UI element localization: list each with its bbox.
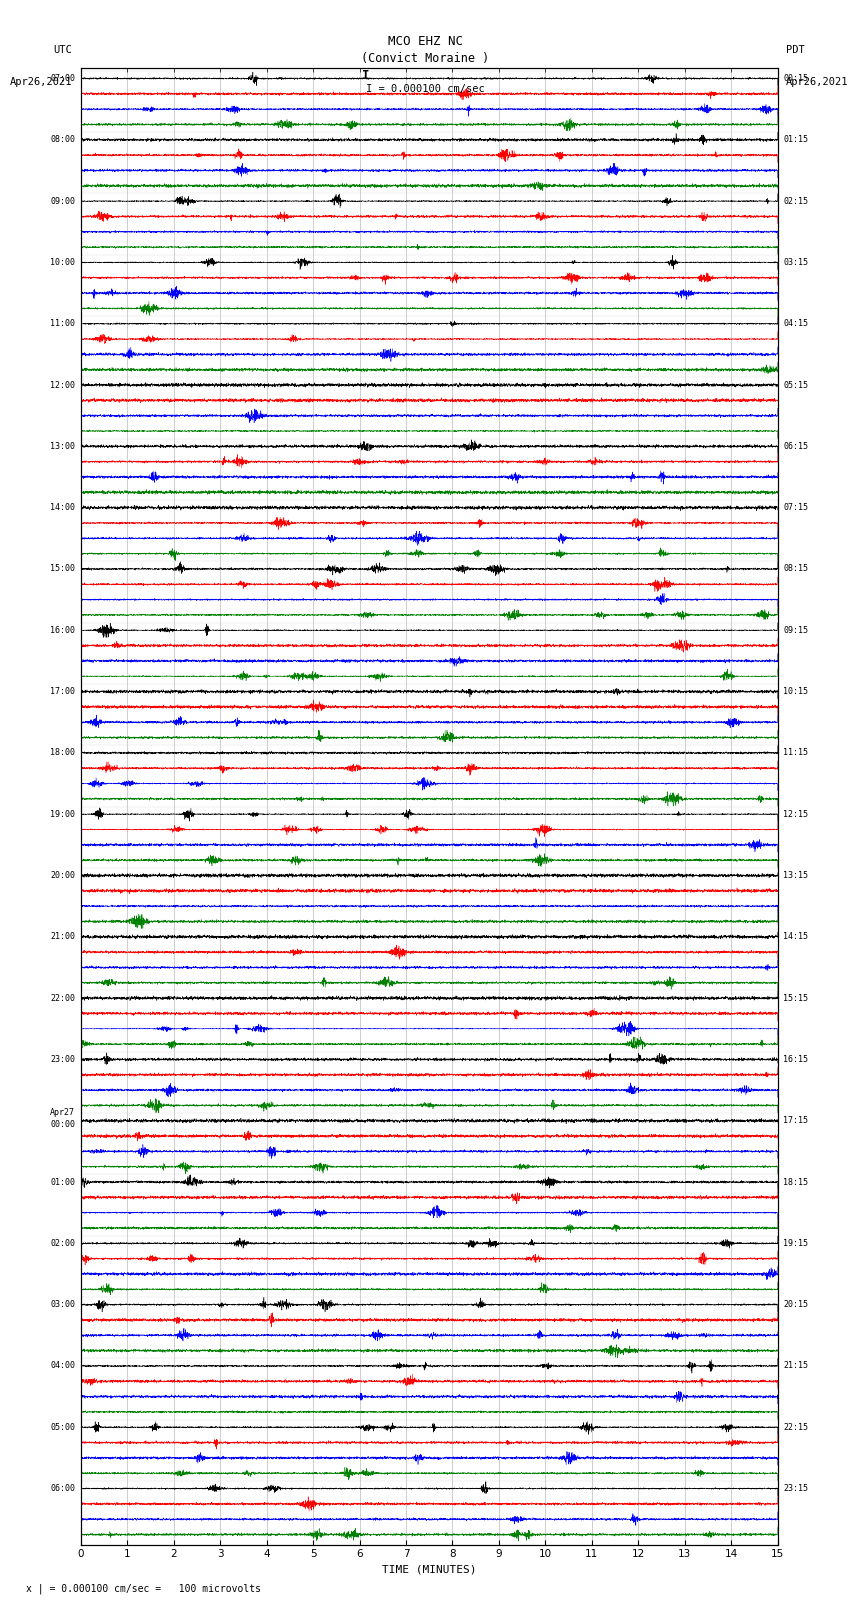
Text: 23:00: 23:00 bbox=[50, 1055, 75, 1065]
Text: UTC: UTC bbox=[54, 45, 72, 55]
Text: 07:00: 07:00 bbox=[50, 74, 75, 82]
Text: 11:00: 11:00 bbox=[50, 319, 75, 327]
Text: 23:15: 23:15 bbox=[784, 1484, 808, 1494]
Text: 01:15: 01:15 bbox=[784, 135, 808, 144]
Text: 14:15: 14:15 bbox=[784, 932, 808, 942]
Text: 03:00: 03:00 bbox=[50, 1300, 75, 1310]
Text: 15:00: 15:00 bbox=[50, 565, 75, 574]
Text: 11:15: 11:15 bbox=[784, 748, 808, 758]
Text: 06:15: 06:15 bbox=[784, 442, 808, 450]
Text: 19:15: 19:15 bbox=[784, 1239, 808, 1248]
Text: 18:15: 18:15 bbox=[784, 1177, 808, 1187]
Text: 17:00: 17:00 bbox=[50, 687, 75, 697]
Text: 05:15: 05:15 bbox=[784, 381, 808, 389]
Text: 21:15: 21:15 bbox=[784, 1361, 808, 1371]
Text: Apr26,2021: Apr26,2021 bbox=[9, 77, 72, 87]
Text: 16:00: 16:00 bbox=[50, 626, 75, 636]
Text: Apr26,2021: Apr26,2021 bbox=[786, 77, 849, 87]
Text: 10:15: 10:15 bbox=[784, 687, 808, 697]
Text: I = 0.000100 cm/sec: I = 0.000100 cm/sec bbox=[366, 84, 484, 94]
Text: 00:00: 00:00 bbox=[50, 1121, 75, 1129]
Text: 09:00: 09:00 bbox=[50, 197, 75, 205]
Text: 09:15: 09:15 bbox=[784, 626, 808, 636]
Text: 20:00: 20:00 bbox=[50, 871, 75, 881]
Text: 08:15: 08:15 bbox=[784, 565, 808, 574]
Text: 13:00: 13:00 bbox=[50, 442, 75, 450]
Text: 01:00: 01:00 bbox=[50, 1177, 75, 1187]
Text: PDT: PDT bbox=[786, 45, 805, 55]
Text: 19:00: 19:00 bbox=[50, 810, 75, 819]
Text: 04:15: 04:15 bbox=[784, 319, 808, 327]
Text: 17:15: 17:15 bbox=[784, 1116, 808, 1126]
Text: 16:15: 16:15 bbox=[784, 1055, 808, 1065]
Text: I: I bbox=[362, 69, 370, 82]
Text: 15:15: 15:15 bbox=[784, 994, 808, 1003]
Text: 05:00: 05:00 bbox=[50, 1423, 75, 1432]
Text: 00:15: 00:15 bbox=[784, 74, 808, 82]
Text: 22:15: 22:15 bbox=[784, 1423, 808, 1432]
Text: MCO EHZ NC: MCO EHZ NC bbox=[388, 35, 462, 48]
Text: 03:15: 03:15 bbox=[784, 258, 808, 266]
Text: 20:15: 20:15 bbox=[784, 1300, 808, 1310]
Text: 12:00: 12:00 bbox=[50, 381, 75, 389]
Text: x | = 0.000100 cm/sec =   100 microvolts: x | = 0.000100 cm/sec = 100 microvolts bbox=[26, 1582, 260, 1594]
Text: 21:00: 21:00 bbox=[50, 932, 75, 942]
Text: 06:00: 06:00 bbox=[50, 1484, 75, 1494]
Text: 02:15: 02:15 bbox=[784, 197, 808, 205]
Text: 12:15: 12:15 bbox=[784, 810, 808, 819]
Text: (Convict Moraine ): (Convict Moraine ) bbox=[361, 52, 489, 65]
Text: 07:15: 07:15 bbox=[784, 503, 808, 511]
Text: 02:00: 02:00 bbox=[50, 1239, 75, 1248]
Text: 08:00: 08:00 bbox=[50, 135, 75, 144]
Text: Apr27: Apr27 bbox=[50, 1108, 75, 1116]
Text: 13:15: 13:15 bbox=[784, 871, 808, 881]
Text: 14:00: 14:00 bbox=[50, 503, 75, 511]
Text: 18:00: 18:00 bbox=[50, 748, 75, 758]
Text: 22:00: 22:00 bbox=[50, 994, 75, 1003]
Text: 10:00: 10:00 bbox=[50, 258, 75, 266]
X-axis label: TIME (MINUTES): TIME (MINUTES) bbox=[382, 1565, 477, 1574]
Text: 04:00: 04:00 bbox=[50, 1361, 75, 1371]
